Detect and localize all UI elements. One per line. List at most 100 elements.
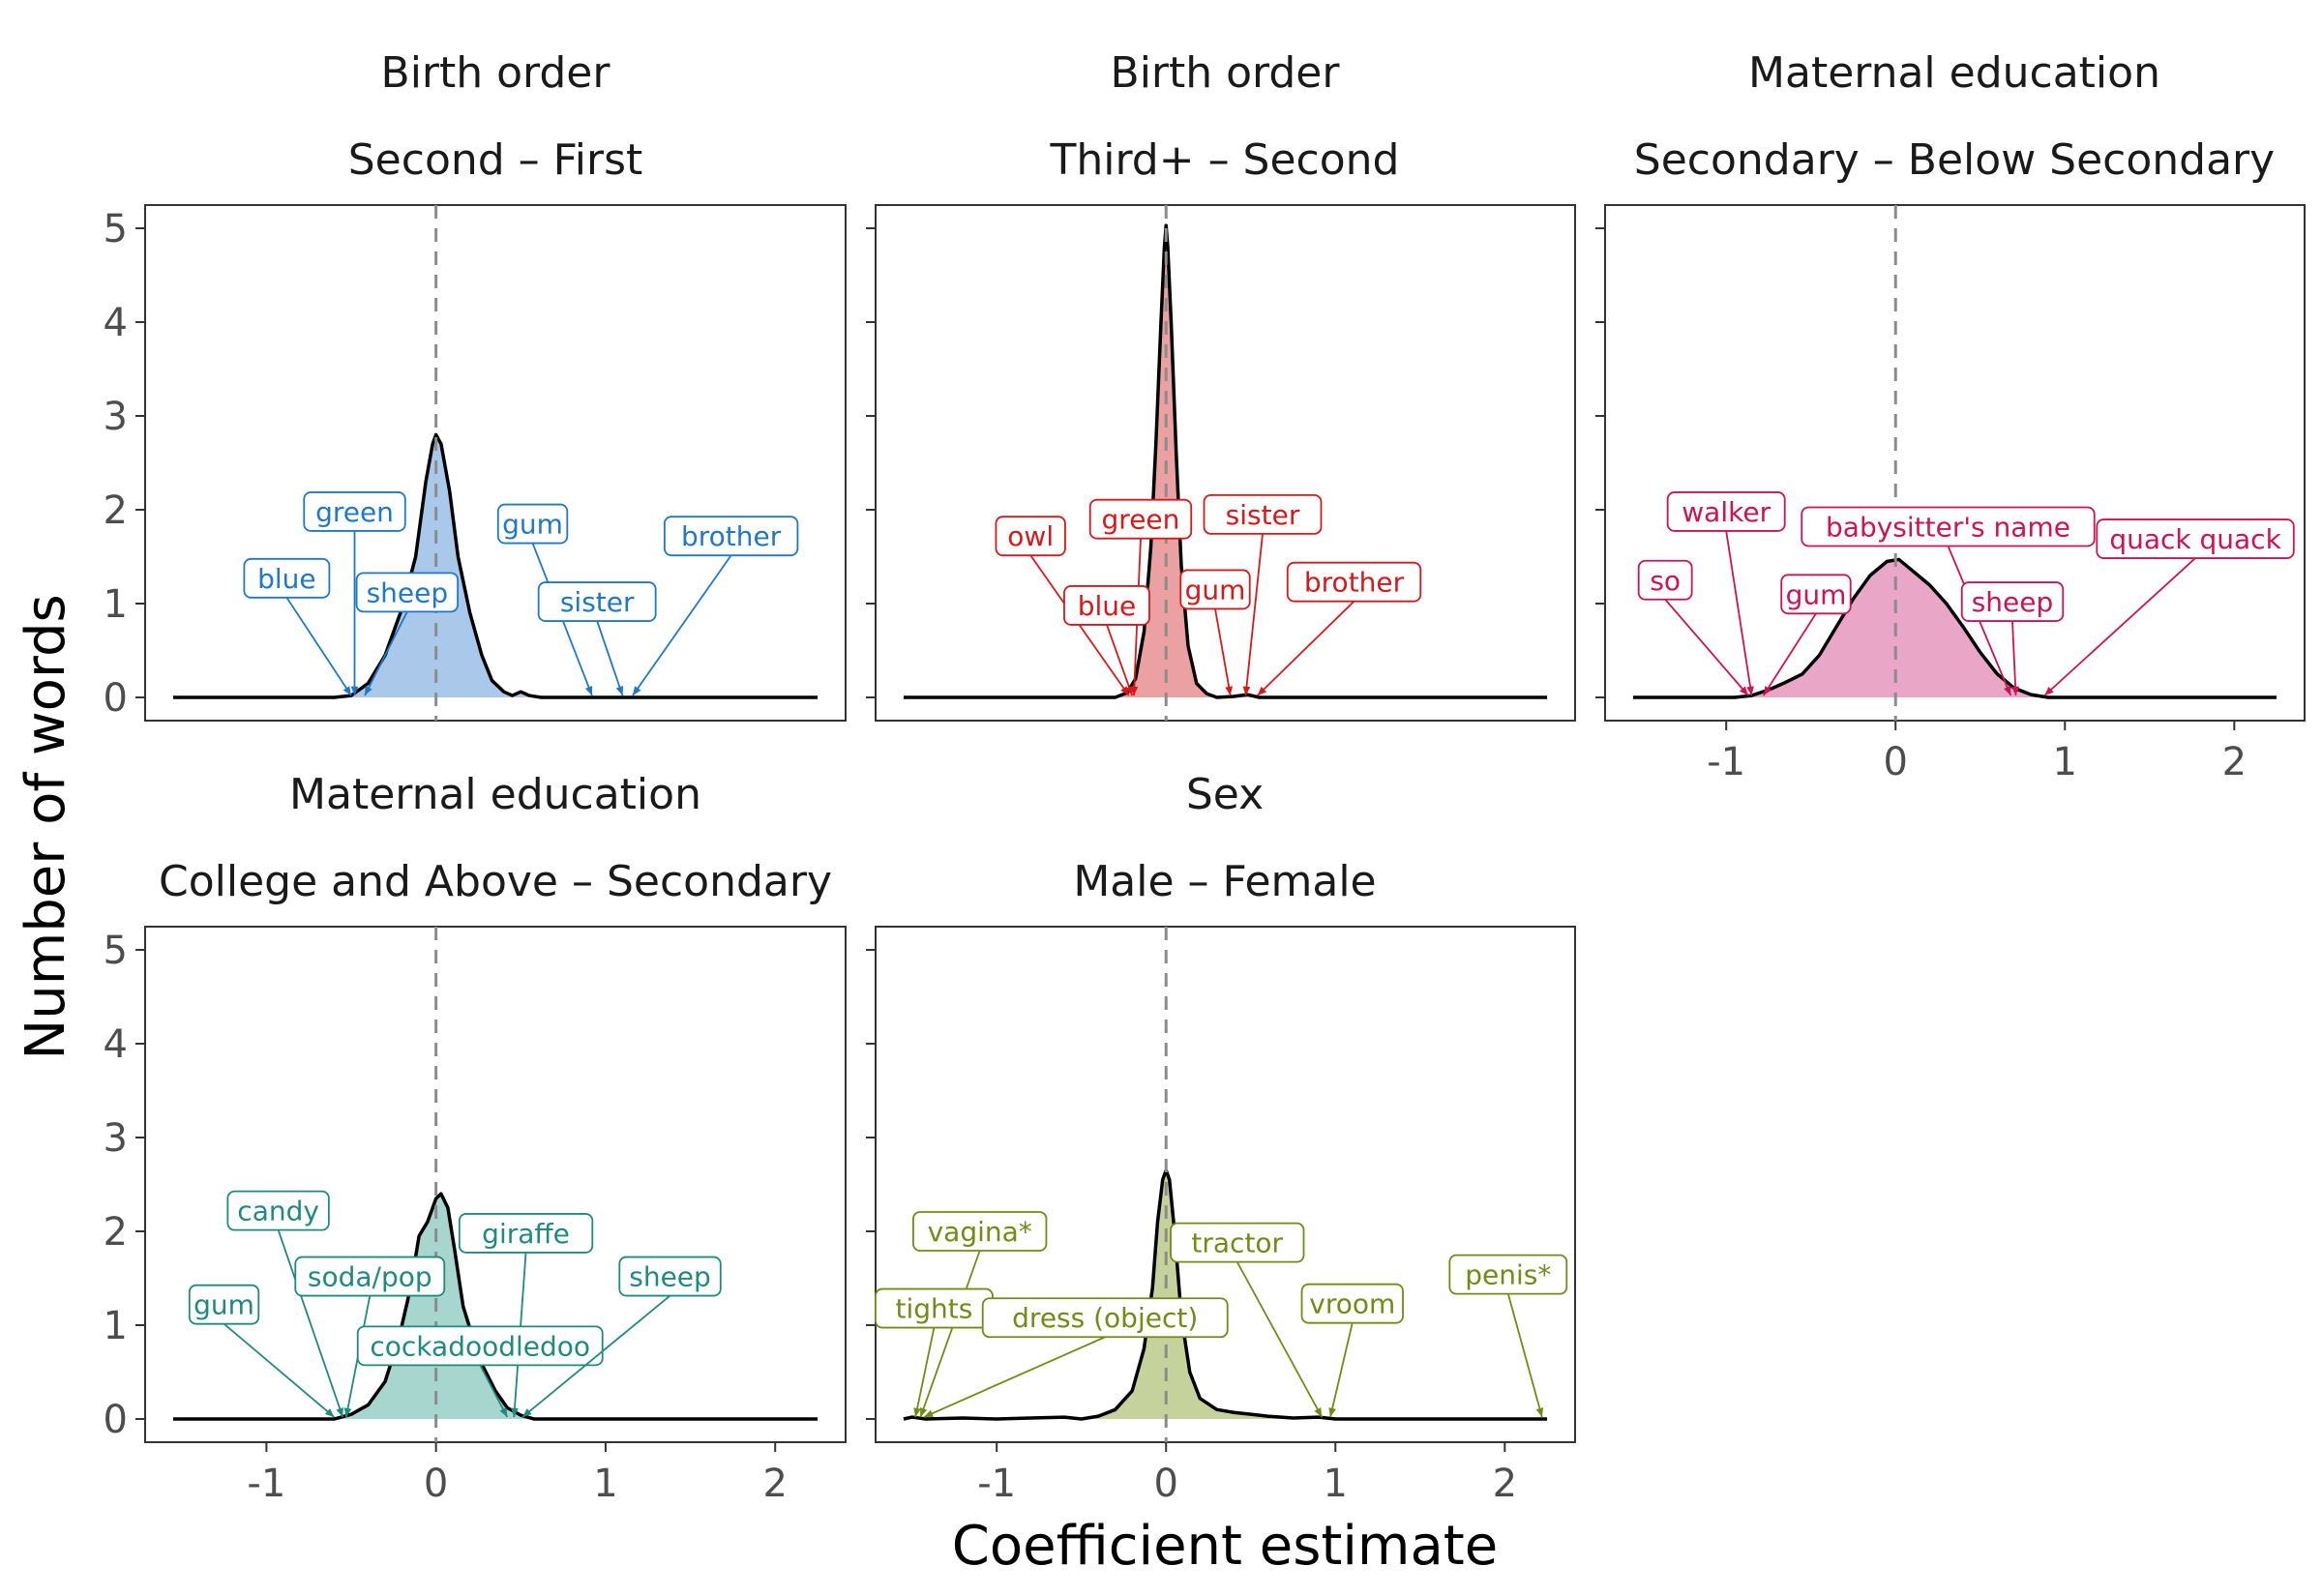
panel-subtitle: Secondary – Below Secondary	[1634, 135, 2275, 185]
word-label: gum	[1786, 578, 1847, 610]
label-arrow	[923, 1336, 1106, 1418]
label-arrowhead	[1763, 686, 1771, 696]
word-label-box	[355, 572, 460, 613]
word-label: dress (object)	[1012, 1302, 1198, 1334]
word-label-box	[1960, 581, 2065, 622]
word-label-box	[1286, 561, 1422, 603]
panel-border	[144, 926, 847, 1443]
word-label-box	[537, 581, 657, 622]
word-label-box	[981, 1297, 1229, 1339]
word-label-box	[496, 503, 569, 545]
x-tick-label: -1	[977, 1462, 1016, 1506]
word-label: green	[315, 496, 394, 528]
x-tick-label: 1	[2053, 740, 2077, 784]
word-label: so	[1650, 565, 1681, 597]
label-arrowhead	[1125, 686, 1133, 696]
label-arrowhead	[350, 686, 359, 696]
x-tick-label: 1	[1324, 1462, 1348, 1506]
density-line	[903, 223, 1548, 699]
label-arrowhead	[1225, 686, 1233, 696]
label-arrowhead	[615, 686, 624, 696]
word-label: owl	[1007, 520, 1054, 552]
word-label: vagina*	[928, 1216, 1032, 1248]
word-label: brother	[1304, 567, 1405, 599]
word-label-box	[303, 491, 406, 532]
word-label: tractor	[1191, 1227, 1283, 1259]
panel-title: Maternal education	[289, 770, 701, 819]
word-label: sheep	[629, 1261, 711, 1293]
y-tick-label: 1	[104, 1304, 128, 1348]
word-label-box	[1179, 569, 1251, 610]
chart-panels: Birth order Second – First 0 1 2 3 4 5 green blue…	[104, 48, 2306, 1506]
label-arrowhead	[1746, 686, 1754, 696]
word-label: sister	[1226, 499, 1300, 531]
word-label-box	[1780, 574, 1852, 615]
label-arrow	[1762, 612, 1817, 696]
y-tick-label: 4	[104, 1022, 128, 1067]
word-label: soda/pop	[308, 1261, 432, 1293]
word-label-box	[1448, 1254, 1568, 1295]
label-arrow	[1725, 530, 1753, 696]
word-label: blue	[257, 563, 316, 595]
label-arrowhead	[923, 1409, 934, 1418]
label-arrowhead	[511, 1407, 519, 1418]
word-label-box	[1170, 1222, 1305, 1263]
word-label-box	[226, 1190, 330, 1231]
word-label: blue	[1078, 590, 1137, 622]
x-tick-label: 0	[1154, 1462, 1178, 1506]
word-label: cockadoodledoo	[370, 1330, 590, 1362]
density-line	[172, 432, 819, 699]
panel-2: Birth order Third+ – Second owl green blue si…	[866, 48, 1576, 722]
x-tick-label: -1	[1707, 740, 1745, 784]
panel-border	[875, 204, 1576, 722]
word-label: brother	[681, 520, 782, 552]
panel-1: Birth order Second – First 0 1 2 3 4 5 green blue…	[104, 48, 847, 722]
label-arrowhead	[499, 1407, 508, 1418]
label-arrowhead	[919, 1407, 928, 1418]
label-arrowhead	[342, 686, 352, 696]
label-arrow	[285, 597, 352, 696]
label-arrowhead	[522, 1408, 532, 1418]
word-label: penis*	[1465, 1259, 1551, 1291]
panel-subtitle: Male – Female	[1073, 857, 1376, 906]
panel-subtitle: Third+ – Second	[1049, 135, 1399, 185]
word-label-box	[1801, 506, 2096, 547]
label-arrowhead	[1257, 686, 1267, 696]
label-arrowhead	[1535, 1407, 1544, 1418]
label-arrowhead	[365, 686, 372, 696]
x-tick-label: 2	[2222, 740, 2247, 784]
word-label-box	[1203, 493, 1323, 535]
x-axis-title: Coefficient estimate	[952, 1515, 1498, 1578]
density-line	[172, 1192, 819, 1421]
word-label-box	[1063, 585, 1150, 626]
word-label-box	[618, 1256, 722, 1297]
panel-5: Sex Male – Female -1 0 1 2 vagina* tights dress …	[866, 770, 1576, 1506]
panel-3: Maternal education Secondary – Below Seco…	[1595, 48, 2306, 784]
label-arrow	[919, 1250, 981, 1418]
label-arrow	[1235, 1261, 1324, 1418]
panel-border	[144, 204, 847, 722]
word-label: giraffe	[482, 1218, 570, 1250]
label-arrow	[277, 1229, 344, 1418]
panel-title: Birth order	[381, 48, 611, 98]
label-arrow	[1329, 1322, 1354, 1418]
density-area	[1632, 559, 2277, 698]
label-arrowhead	[1314, 1407, 1323, 1418]
y-tick-label: 4	[104, 301, 128, 345]
x-tick-label: 0	[424, 1462, 448, 1506]
word-label-box	[995, 516, 1066, 557]
y-tick-label: 3	[104, 395, 128, 439]
panel-title: Sex	[1186, 770, 1264, 819]
density-line	[903, 1168, 1548, 1421]
x-tick-label: 0	[1884, 740, 1908, 784]
label-arrow	[364, 610, 408, 696]
density-line	[1632, 557, 2277, 699]
panel-title: Birth order	[1111, 48, 1341, 98]
word-label: gum	[502, 509, 563, 541]
word-label: walker	[1682, 496, 1771, 528]
y-tick-label: 0	[104, 676, 128, 721]
panel-subtitle: College and Above – Secondary	[159, 857, 832, 906]
label-arrow	[1214, 608, 1232, 696]
label-arrowhead	[343, 1407, 352, 1418]
x-tick-label: 2	[762, 1462, 787, 1506]
